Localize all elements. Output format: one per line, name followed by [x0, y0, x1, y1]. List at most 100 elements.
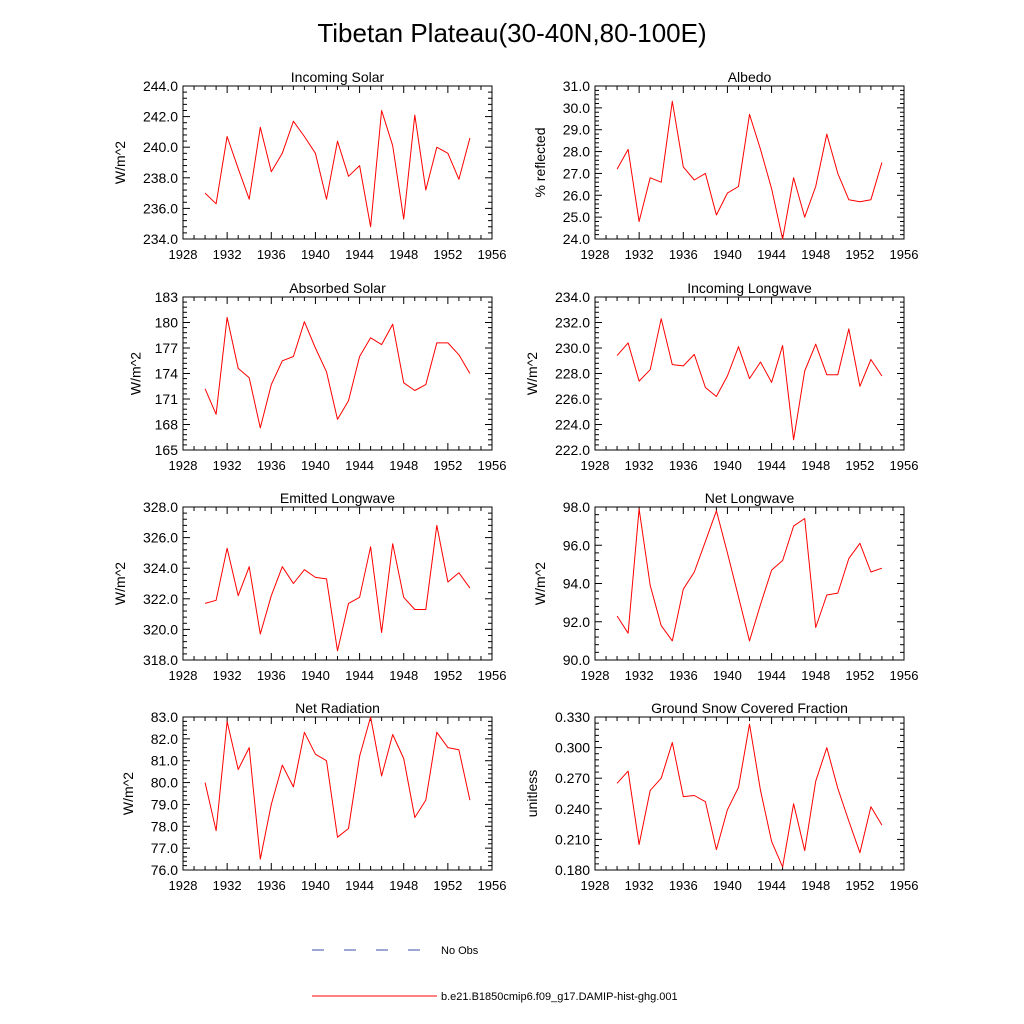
y-tick-label: 90.0 [563, 652, 590, 668]
y-tick-label: 0.240 [555, 801, 590, 817]
x-tick-label: 1956 [890, 878, 919, 893]
x-tick-label: 1932 [625, 668, 654, 683]
panel-albedo: Albedo 1928 1932 1936 1940 1944 1948 1952 1956 24… [532, 69, 919, 262]
series-line [204, 524, 471, 652]
x-tick-label: 1944 [345, 668, 374, 683]
y-axis-label: W/m^2 [128, 352, 144, 395]
x-tick-label: 1932 [213, 458, 242, 473]
x-tick-label: 1940 [301, 247, 330, 262]
x-tick-label: 1956 [478, 458, 507, 473]
y-tick-label: 318.0 [143, 652, 178, 668]
y-tick-label: 27.0 [563, 165, 590, 181]
x-tick-label: 1948 [801, 458, 830, 473]
y-tick-label: 226.0 [555, 391, 590, 407]
y-tick-label: 26.0 [563, 187, 590, 203]
panel-net-radiation: Net Radiation 1928 1932 1936 1940 1944 1948 195… [120, 700, 507, 893]
y-tick-label: 174 [155, 366, 179, 382]
y-tick-label: 83.0 [151, 709, 178, 725]
y-tick-label: 98.0 [563, 499, 590, 515]
x-tick-label: 1936 [669, 247, 698, 262]
x-tick-label: 1940 [713, 458, 742, 473]
y-axis-label: unitless [524, 770, 540, 817]
y-tick-label: 77.0 [151, 840, 178, 856]
y-tick-label: 24.0 [563, 231, 590, 247]
y-tick-label: 29.0 [563, 122, 590, 138]
y-axis-label: W/m^2 [524, 352, 540, 395]
y-tick-label: 244.0 [143, 78, 178, 94]
x-tick-label: 1956 [890, 458, 919, 473]
y-tick-label: 0.180 [555, 862, 590, 878]
legend-model-label: b.e21.B1850cmip6.f09_g17.DAMIP-hist-ghg.… [441, 991, 678, 1003]
x-tick-label: 1932 [625, 247, 654, 262]
x-tick-label: 1932 [625, 458, 654, 473]
y-tick-label: 234.0 [555, 289, 590, 305]
series-line [616, 508, 883, 642]
y-axis-label: W/m^2 [112, 141, 128, 184]
y-tick-label: 168 [155, 417, 179, 433]
x-tick-label: 1940 [713, 878, 742, 893]
series-line [204, 316, 471, 429]
x-tick-label: 1948 [389, 878, 418, 893]
y-tick-label: 78.0 [151, 818, 178, 834]
panel-title: Albedo [728, 69, 772, 85]
x-tick-label: 1944 [345, 458, 374, 473]
x-tick-label: 1940 [301, 878, 330, 893]
y-tick-label: 240.0 [143, 139, 178, 155]
x-tick-label: 1956 [478, 668, 507, 683]
panel-ground-snow-covered-fraction: Ground Snow Covered Fraction 1928 1932 1936… [524, 700, 918, 893]
x-tick-label: 1956 [478, 878, 507, 893]
y-tick-label: 94.0 [563, 576, 590, 592]
x-tick-label: 1952 [433, 878, 462, 893]
x-tick-label: 1928 [169, 878, 198, 893]
x-tick-label: 1948 [389, 668, 418, 683]
series-line [616, 100, 883, 240]
y-tick-label: 80.0 [151, 775, 178, 791]
y-tick-label: 30.0 [563, 100, 590, 116]
series-line [616, 723, 883, 868]
x-tick-label: 1944 [757, 668, 786, 683]
x-tick-label: 1928 [169, 247, 198, 262]
y-axis-label: W/m^2 [120, 772, 136, 815]
x-tick-label: 1932 [213, 668, 242, 683]
panel-title: Incoming Longwave [687, 280, 812, 296]
x-tick-label: 1948 [389, 458, 418, 473]
panel-title: Emitted Longwave [280, 490, 395, 506]
x-tick-label: 1932 [213, 878, 242, 893]
y-tick-label: 322.0 [143, 591, 178, 607]
panel-title: Net Radiation [295, 700, 380, 716]
y-tick-label: 0.210 [555, 831, 590, 847]
x-tick-label: 1952 [433, 458, 462, 473]
y-tick-label: 92.0 [563, 614, 590, 630]
y-tick-label: 28.0 [563, 144, 590, 160]
legend: No Obs b.e21.B1850cmip6.f09_g17.DAMIP-hi… [312, 945, 678, 1003]
y-tick-label: 234.0 [143, 231, 178, 247]
figure-title: Tibetan Plateau(30-40N,80-100E) [317, 18, 706, 48]
panel-incoming-longwave: Incoming Longwave 1928 1932 1936 1940 1944 194… [524, 280, 918, 473]
x-tick-label: 1936 [257, 247, 286, 262]
x-tick-label: 1928 [581, 668, 610, 683]
x-tick-label: 1940 [301, 458, 330, 473]
y-tick-label: 76.0 [151, 862, 178, 878]
y-tick-label: 31.0 [563, 78, 590, 94]
x-tick-label: 1940 [713, 668, 742, 683]
x-tick-label: 1932 [625, 878, 654, 893]
x-tick-label: 1956 [478, 247, 507, 262]
y-tick-label: 183 [155, 289, 179, 305]
y-axis-label: % reflected [532, 127, 548, 197]
x-tick-label: 1940 [713, 247, 742, 262]
y-tick-label: 0.300 [555, 740, 590, 756]
panels: Incoming Solar 1928 1932 1936 1940 1944 1948 19… [112, 69, 918, 893]
y-tick-label: 224.0 [555, 417, 590, 433]
y-tick-label: 222.0 [555, 442, 590, 458]
x-tick-label: 1928 [169, 668, 198, 683]
y-tick-label: 82.0 [151, 731, 178, 747]
panel-net-longwave: Net Longwave 1928 1932 1936 1940 1944 1948 1952… [532, 490, 919, 683]
series-line [204, 110, 471, 228]
y-tick-label: 177 [155, 340, 179, 356]
x-tick-label: 1944 [757, 247, 786, 262]
y-tick-label: 180 [155, 315, 179, 331]
y-tick-label: 328.0 [143, 499, 178, 515]
y-tick-label: 236.0 [143, 200, 178, 216]
y-tick-label: 0.330 [555, 709, 590, 725]
